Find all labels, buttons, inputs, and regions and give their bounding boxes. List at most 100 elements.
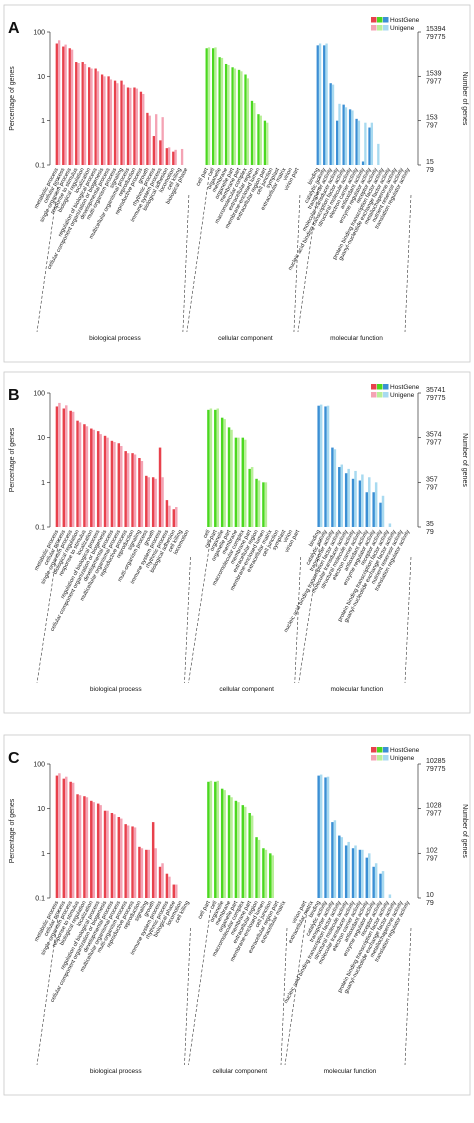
bar-hostgene <box>159 140 162 165</box>
bar-hostgene <box>172 884 176 898</box>
bar-hostgene <box>372 866 375 898</box>
bar-unigene <box>326 776 330 898</box>
bar-unigene <box>147 849 151 898</box>
bar-hostgene <box>351 478 355 527</box>
bar-hostgene <box>231 67 234 165</box>
bar-hostgene <box>107 76 110 165</box>
group-bracket <box>284 909 308 1066</box>
bar-unigene <box>257 480 261 527</box>
y-tick-label-left: 100 <box>33 30 45 37</box>
bar-hostgene <box>227 427 231 527</box>
legend-swatch <box>377 747 383 753</box>
bar-unigene <box>99 434 102 527</box>
bar-hostgene <box>146 112 149 165</box>
bar-hostgene <box>145 475 148 527</box>
bar-unigene <box>250 467 254 527</box>
bar-unigene <box>58 402 61 527</box>
legend-hostgene: HostGene <box>390 747 420 754</box>
bar-unigene <box>388 894 392 898</box>
legend-swatch <box>371 392 377 398</box>
bar-unigene <box>257 839 261 898</box>
bar-unigene <box>354 845 357 898</box>
bar-hostgene <box>358 849 362 898</box>
bar-hostgene <box>110 440 114 527</box>
bar-unigene <box>106 810 109 898</box>
y-tick-label-right-unigene: 797 <box>426 484 438 491</box>
bar-hostgene <box>205 48 208 165</box>
bar-hostgene <box>220 788 224 898</box>
bar-hostgene <box>151 477 155 527</box>
y-axis-title-left: Percentage of genes <box>9 427 16 492</box>
bar-unigene <box>237 802 240 898</box>
bar-hostgene <box>329 83 332 165</box>
bar-unigene <box>140 848 144 898</box>
legend-swatch <box>383 747 389 753</box>
bar-hostgene <box>152 136 156 165</box>
bar-unigene <box>133 827 137 898</box>
bar-unigene <box>331 84 335 165</box>
group-bracket <box>298 538 322 684</box>
bar-unigene <box>135 88 138 165</box>
legend-swatch <box>371 755 377 761</box>
bar-unigene <box>175 884 178 898</box>
bar-hostgene <box>255 837 258 898</box>
bar-unigene <box>85 426 89 527</box>
bar-hostgene <box>96 803 100 898</box>
group-bracket <box>404 194 412 333</box>
legend-unigene: Unigene <box>390 25 415 32</box>
bar-hostgene <box>131 453 134 527</box>
panel-frame <box>3 4 471 363</box>
bar-hostgene <box>365 492 369 527</box>
y-tick-label-right-unigene: 797 <box>426 123 438 130</box>
bar-unigene <box>155 114 158 165</box>
bar-hostgene <box>100 74 104 165</box>
legend-swatch <box>383 755 389 761</box>
bar-hostgene <box>323 45 326 165</box>
bar-hostgene <box>351 848 355 898</box>
bar-hostgene <box>96 431 100 527</box>
group-label: biological process <box>90 686 142 693</box>
bar-unigene <box>325 43 328 165</box>
bar-unigene <box>381 495 385 527</box>
bar-hostgene <box>218 57 221 165</box>
y-tick-label-left: 1 <box>41 851 45 858</box>
bar-hostgene <box>331 447 334 527</box>
bar-unigene <box>216 408 220 527</box>
bar-hostgene <box>220 417 224 527</box>
bar-hostgene <box>138 846 141 898</box>
y-axis-title-left: Percentage of genes <box>9 798 16 863</box>
bar-unigene <box>240 71 243 165</box>
bar-unigene <box>78 422 82 527</box>
bar-unigene <box>120 818 123 898</box>
legend-swatch <box>371 17 377 23</box>
bar-hostgene <box>244 74 247 165</box>
group-label: molecular function <box>331 686 384 693</box>
bar-unigene <box>167 147 171 165</box>
bar-hostgene <box>139 91 143 165</box>
bar-unigene <box>113 441 116 527</box>
bar-hostgene <box>224 63 228 165</box>
legend-unigene: Unigene <box>390 755 415 762</box>
bar-hostgene <box>83 424 86 527</box>
bar-unigene <box>70 49 74 165</box>
y-tick-label-right-host: 35741 <box>426 387 446 394</box>
group-bracket <box>188 909 211 1066</box>
y-tick-label-right-unigene: 7977 <box>426 811 442 818</box>
bar-hostgene <box>214 409 217 527</box>
bar-hostgene <box>151 822 155 898</box>
bar-unigene <box>113 814 116 898</box>
y-tick-label-right-host: 15 <box>426 159 434 166</box>
bar-unigene <box>78 795 82 898</box>
bar-hostgene <box>62 46 65 165</box>
bar-unigene <box>99 805 102 898</box>
bar-hostgene <box>207 409 210 527</box>
group-bracket <box>182 194 190 333</box>
y-tick-label-right-host: 1028 <box>426 803 442 810</box>
bar-unigene <box>116 83 119 165</box>
y-tick-label-right-unigene: 79 <box>426 529 434 536</box>
bar-unigene <box>253 103 256 165</box>
bar-unigene <box>174 149 177 165</box>
bar-unigene <box>233 68 237 165</box>
y-tick-label-left: 100 <box>33 762 45 769</box>
